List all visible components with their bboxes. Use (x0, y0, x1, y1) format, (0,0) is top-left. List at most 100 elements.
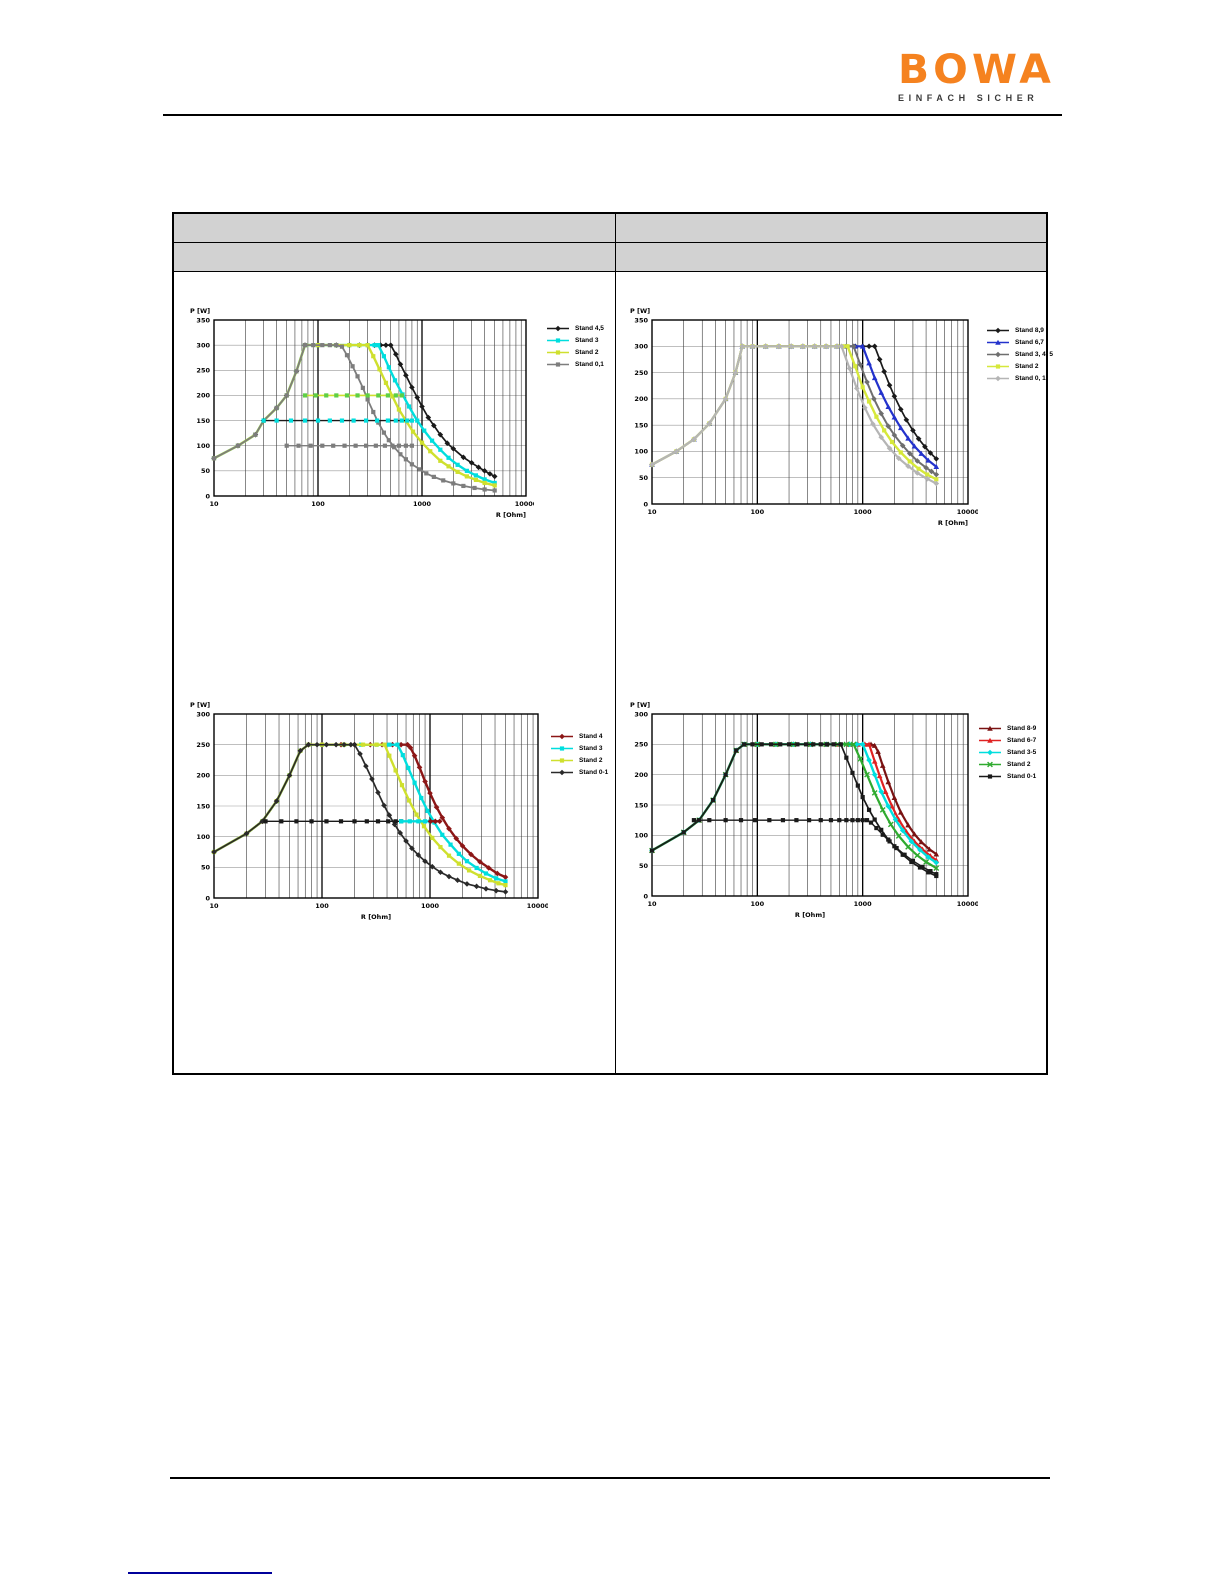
svg-text:150: 150 (196, 802, 210, 810)
svg-text:0: 0 (205, 492, 210, 500)
svg-text:50: 50 (639, 474, 649, 482)
svg-text:R [Ohm]: R [Ohm] (361, 913, 391, 921)
chart-bottom-right: 0 50 100 150 200 250 300 10 100 1000 10000 P [W] R [… (626, 694, 980, 935)
svg-text:100: 100 (196, 442, 210, 450)
results-table (172, 212, 1048, 1075)
legend-label: Stand 8-9 (1007, 725, 1037, 732)
legend-entry: Stand 3 (546, 336, 604, 345)
svg-text:1000: 1000 (854, 900, 873, 908)
legend-label: Stand 0-1 (1007, 773, 1037, 780)
svg-text:10: 10 (647, 508, 657, 516)
svg-text:10000: 10000 (957, 900, 978, 908)
chart-bottom-right-legend: Stand 8-9 Stand 6-7 Stand 3-5 Stand 2 Stand … (978, 724, 1036, 781)
legend-label: Stand 6-7 (1007, 737, 1037, 744)
legend-label: Stand 2 (575, 349, 599, 356)
legend-entry: Stand 2 (546, 348, 604, 357)
legend-marker-icon (551, 758, 573, 763)
svg-text:350: 350 (196, 316, 210, 324)
svg-text:250: 250 (634, 369, 648, 377)
svg-text:200: 200 (634, 771, 648, 779)
legend-marker-icon (551, 769, 573, 776)
svg-text:R [Ohm]: R [Ohm] (496, 511, 526, 519)
legend-marker-icon (551, 733, 573, 740)
legend-label: Stand 0, 1 (1015, 375, 1046, 382)
footer-link-underline[interactable] (128, 1572, 272, 1574)
chart-top-left: 0 50 100 150 200 250 300 350 10 100 1000 10000 P [W]… (186, 302, 538, 531)
legend-marker-icon (551, 746, 573, 751)
svg-text:50: 50 (639, 862, 649, 870)
svg-text:0: 0 (643, 500, 648, 508)
legend-entry: Stand 8-9 (978, 724, 1036, 733)
legend-label: Stand 3-5 (1007, 749, 1037, 756)
table-header-cell-r1c2 (616, 214, 1046, 243)
table-header-cell-r2c2 (616, 243, 1046, 272)
legend-label: Stand 2 (1007, 761, 1031, 768)
svg-text:300: 300 (634, 343, 648, 351)
chart-bottom-left: 0 50 100 150 200 250 300 10 100 1000 10000 P [W] R [… (186, 694, 550, 937)
svg-text:P [W]: P [W] (190, 307, 210, 315)
svg-text:100: 100 (751, 508, 765, 516)
svg-text:200: 200 (196, 772, 210, 780)
legend-entry: Stand 2 (550, 756, 608, 765)
chart-top-right-legend: Stand 8,9 Stand 6,7 Stand 3, 4, 5 Stand 2 St… (986, 326, 1053, 383)
legend-marker-icon (987, 327, 1009, 334)
legend-entry: Stand 8,9 (986, 326, 1053, 335)
svg-text:150: 150 (634, 421, 648, 429)
legend-entry: Stand 4,5 (546, 324, 604, 333)
svg-text:10000: 10000 (527, 902, 548, 910)
legend-marker-icon (547, 325, 569, 332)
legend-entry: Stand 0, 1 (986, 374, 1053, 383)
svg-text:10: 10 (209, 500, 219, 508)
legend-label: Stand 0,1 (575, 361, 604, 368)
legend-marker-icon (987, 364, 1009, 369)
table-header-cell-r1c1 (174, 214, 617, 243)
svg-text:50: 50 (201, 864, 211, 872)
logo-brand-text: BOWA (898, 47, 1055, 93)
legend-label: Stand 0-1 (579, 769, 609, 776)
svg-text:300: 300 (196, 341, 210, 349)
svg-text:150: 150 (196, 417, 210, 425)
legend-entry: Stand 3 (550, 744, 608, 753)
svg-text:P [W]: P [W] (630, 307, 650, 315)
svg-text:250: 250 (196, 367, 210, 375)
svg-text:P [W]: P [W] (630, 701, 650, 709)
svg-text:10: 10 (209, 902, 219, 910)
legend-label: Stand 2 (1015, 363, 1039, 370)
legend-entry: Stand 6,7 (986, 338, 1053, 347)
legend-marker-icon (547, 350, 569, 355)
chart-top-left-legend: Stand 4,5 Stand 3 Stand 2 Stand 0,1 (546, 324, 604, 369)
legend-marker-icon (547, 338, 569, 343)
legend-marker-icon (547, 362, 569, 367)
chart-top-right: 0 50 100 150 200 250 300 350 10 100 1000 10000 P [W]… (626, 302, 980, 541)
legend-entry: Stand 0-1 (978, 772, 1036, 781)
svg-text:R [Ohm]: R [Ohm] (795, 911, 825, 919)
footer-rule (170, 1477, 1050, 1479)
svg-text:1000: 1000 (421, 902, 440, 910)
svg-text:100: 100 (751, 900, 765, 908)
svg-text:10: 10 (647, 900, 657, 908)
legend-label: Stand 6,7 (1015, 339, 1044, 346)
legend-entry: Stand 2 (978, 760, 1036, 769)
svg-text:0: 0 (205, 894, 210, 902)
legend-label: Stand 4,5 (575, 325, 604, 332)
svg-text:10000: 10000 (515, 500, 534, 508)
legend-entry: Stand 3, 4, 5 (986, 350, 1053, 359)
chart-bottom-left-legend: Stand 4 Stand 3 Stand 2 Stand 0-1 (550, 732, 608, 777)
svg-text:150: 150 (634, 801, 648, 809)
svg-text:200: 200 (634, 395, 648, 403)
svg-text:100: 100 (634, 832, 648, 840)
legend-entry: Stand 3-5 (978, 748, 1036, 757)
legend-marker-icon (987, 339, 1009, 345)
legend-marker-icon (987, 351, 1009, 358)
table-header-cell-r2c1 (174, 243, 617, 272)
svg-text:300: 300 (634, 710, 648, 718)
legend-label: Stand 3 (575, 337, 599, 344)
logo-tagline-text: EINFACH SICHER (898, 92, 1039, 103)
legend-marker-icon (987, 375, 1009, 382)
table-body-cell-left (174, 272, 617, 1073)
legend-marker-icon (979, 749, 1001, 756)
svg-text:350: 350 (634, 316, 648, 324)
svg-text:P [W]: P [W] (190, 701, 210, 709)
legend-marker-icon (979, 774, 1001, 779)
